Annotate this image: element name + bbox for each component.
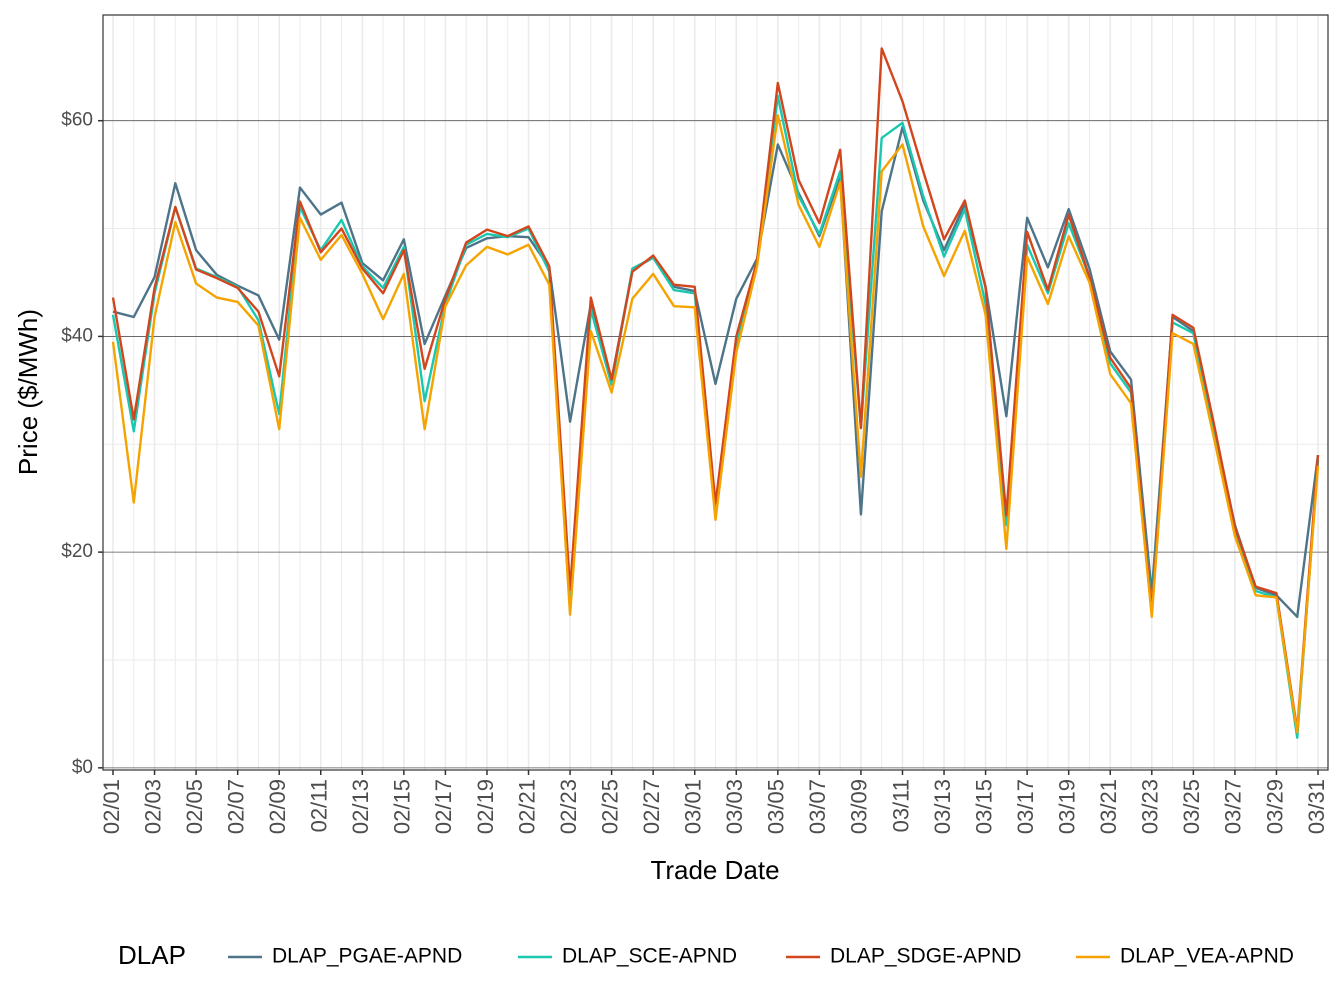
x-tick-label: 02/19 <box>473 779 498 834</box>
legend-label: DLAP_VEA-APND <box>1120 945 1294 968</box>
x-tick-label: 03/17 <box>1013 779 1038 834</box>
x-tick-label: 02/23 <box>556 779 581 834</box>
series-line <box>111 47 1320 732</box>
x-tick-label: 03/19 <box>1055 779 1080 834</box>
x-tick-label: 03/01 <box>681 779 706 834</box>
x-tick-label: 03/11 <box>888 779 913 832</box>
y-tick-label: $40 <box>61 325 93 346</box>
x-tick-label: 03/09 <box>847 779 872 834</box>
legend-label: DLAP_SCE-APND <box>562 945 737 968</box>
x-tick-label: 03/13 <box>930 779 955 834</box>
x-tick-label: 03/31 <box>1304 779 1329 834</box>
x-tick-label: 02/13 <box>348 779 373 834</box>
x-tick-label: 02/15 <box>390 779 415 834</box>
series-line <box>111 114 1320 734</box>
x-tick-label: 03/15 <box>971 779 996 834</box>
x-tick-label: 03/23 <box>1138 779 1163 834</box>
x-tick-label: 02/05 <box>182 779 207 834</box>
x-tick-label: 03/29 <box>1262 779 1287 834</box>
x-tick-label: 02/11 <box>307 779 332 832</box>
legend-label: DLAP_PGAE-APND <box>272 945 462 968</box>
x-tick-label: 02/17 <box>431 779 456 834</box>
plot-border <box>102 14 1329 771</box>
y-axis-label: Price ($/MWh) <box>13 309 43 475</box>
x-tick-label: 02/07 <box>223 779 248 834</box>
x-tick-label: 02/27 <box>639 779 664 834</box>
x-tick-label: 03/21 <box>1096 779 1121 834</box>
x-tick-label: 03/07 <box>805 779 830 834</box>
x-tick-label: 02/25 <box>597 779 622 834</box>
y-tick-label: $0 <box>72 757 93 778</box>
x-tick-label: 03/03 <box>722 779 747 834</box>
y-tick-label: $20 <box>61 541 93 562</box>
legend-label: DLAP_SDGE-APND <box>830 945 1021 968</box>
legend-title: DLAP <box>118 940 186 970</box>
y-tick-label: $60 <box>61 110 93 131</box>
x-tick-label: 02/03 <box>140 779 165 834</box>
x-tick-label: 03/25 <box>1179 779 1204 834</box>
x-axis-label: Trade Date <box>650 855 779 885</box>
x-tick-label: 02/21 <box>514 779 539 834</box>
series-line <box>112 125 1320 619</box>
x-tick-label: 03/05 <box>764 779 789 834</box>
x-tick-label: 02/09 <box>265 779 290 834</box>
x-tick-label: 03/27 <box>1221 779 1246 834</box>
x-tick-label: 02/01 <box>99 779 124 834</box>
